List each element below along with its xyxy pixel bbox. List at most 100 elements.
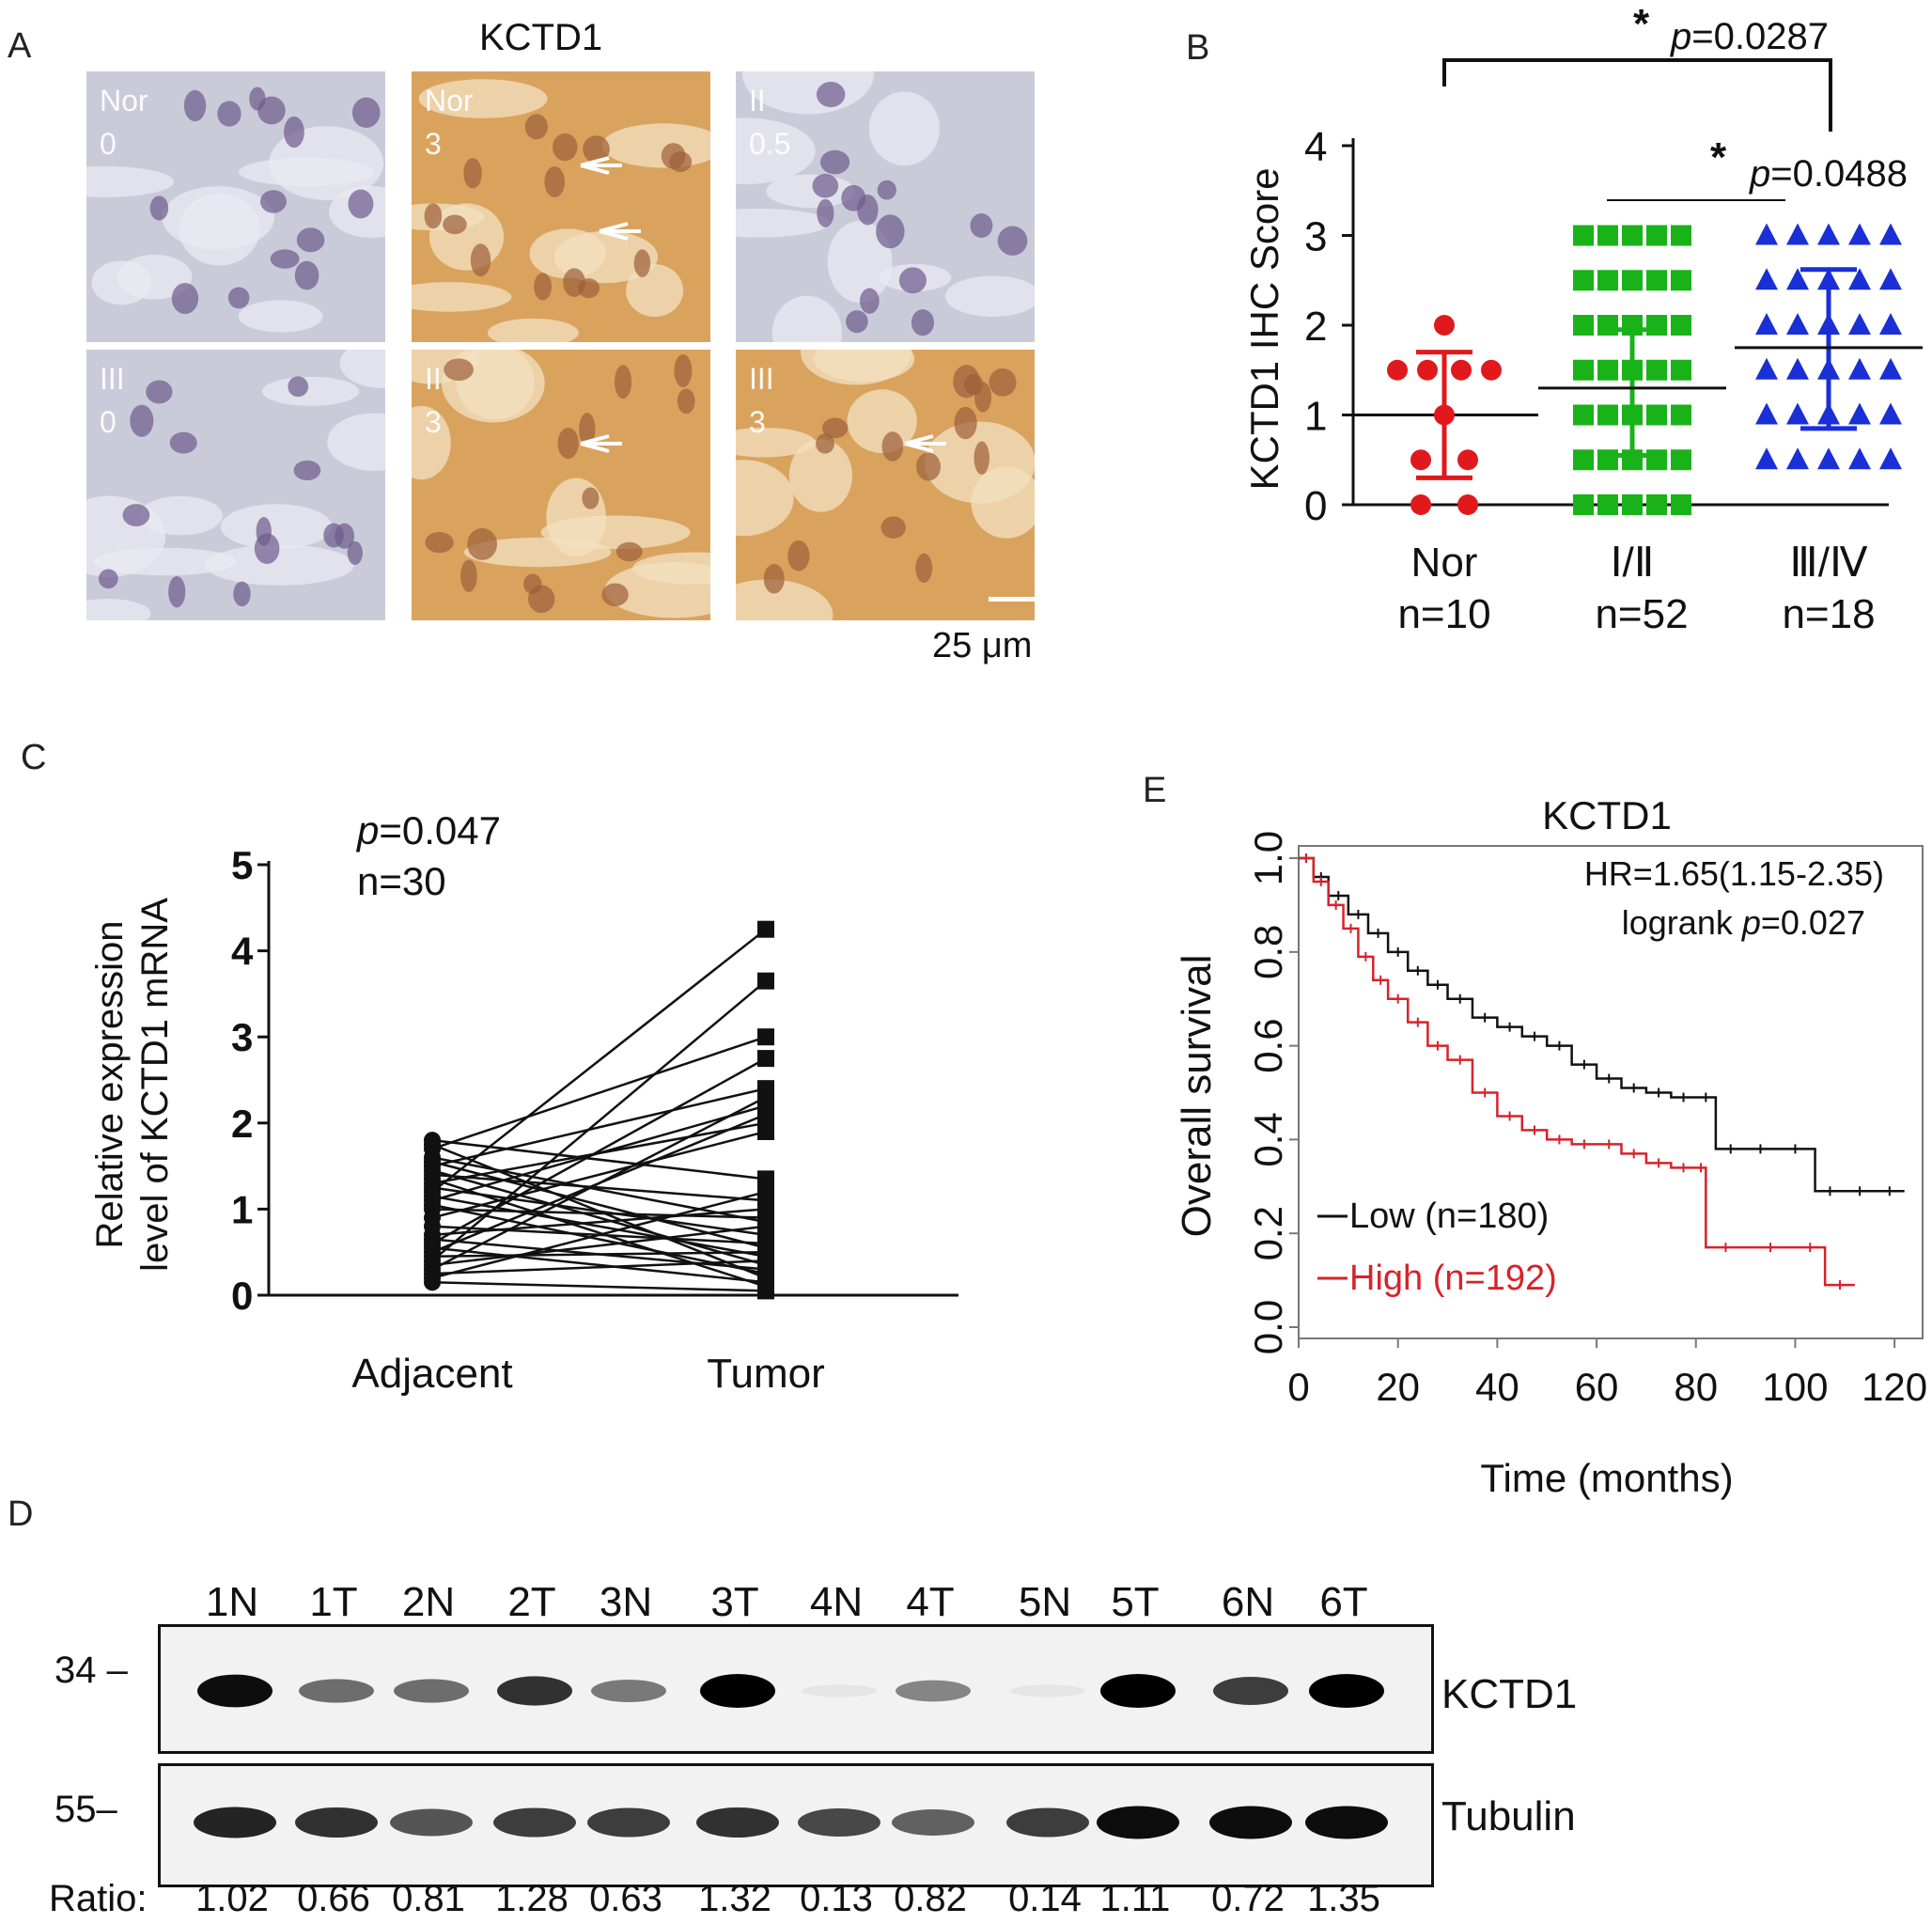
tissue-patch [741, 71, 875, 115]
significance-star: * [1633, 1, 1650, 47]
arrow-icon [580, 434, 622, 453]
pair-line [431, 1246, 767, 1284]
nucleus [614, 365, 632, 399]
lane-label: 2N [401, 1579, 456, 1625]
nucleus [257, 96, 286, 125]
tumor-point [757, 1028, 774, 1046]
tissue-patch [339, 350, 385, 388]
pair-line [431, 1156, 767, 1224]
data-point [1848, 402, 1871, 425]
data-point [1879, 268, 1902, 290]
nucleus [601, 583, 629, 607]
nucleus [615, 541, 643, 562]
lane-label: 6T [1319, 1579, 1368, 1625]
data-point [1671, 270, 1691, 291]
nucleus [880, 516, 906, 540]
tumor-point [757, 920, 774, 938]
y-tick-label: 0 [231, 1274, 253, 1318]
panel-e-letter: E [1143, 771, 1167, 810]
tissue-patch [632, 552, 710, 585]
arrow-icon [599, 222, 641, 241]
pair-line [431, 1203, 767, 1275]
nucleus [149, 196, 169, 221]
nucleus [915, 452, 942, 481]
data-point [1481, 359, 1502, 381]
significance-bracket [1442, 58, 1832, 132]
tubulin-band [194, 1807, 276, 1838]
p-value: =0.047 [379, 808, 501, 853]
lane-label: 3N [599, 1579, 653, 1625]
micrograph-grade-score: Nor 0 [100, 79, 148, 165]
scale-bar-label: 25 μm [932, 626, 1033, 665]
tissue-patch [487, 318, 579, 342]
y-axis-label: Relative expression level of KCTD1 mRNA [89, 898, 176, 1272]
tissue-patch [827, 220, 893, 304]
data-point [1817, 402, 1840, 425]
data-point [1573, 449, 1594, 471]
x-tick-label: Adjacent [351, 1351, 512, 1397]
nucleus [812, 173, 839, 198]
tissue-patch [412, 282, 512, 312]
data-point [1786, 357, 1809, 380]
nucleus [425, 531, 454, 554]
data-point [1622, 404, 1643, 426]
kctd1-band [1213, 1677, 1288, 1705]
data-point [1755, 223, 1778, 245]
pair-line [431, 1057, 767, 1245]
data-point [1848, 223, 1871, 245]
data-point [1622, 270, 1643, 291]
nucleus [293, 460, 321, 481]
nucleus [169, 431, 197, 454]
adjacent-point [424, 1135, 441, 1153]
x-tick-label: 120 [1862, 1365, 1927, 1409]
tissue-patch [238, 157, 374, 187]
ratio-value: 0.13 [800, 1878, 873, 1919]
micrograph-grade-score: III 0 [100, 357, 125, 444]
nucleus [544, 166, 566, 198]
data-point [1451, 359, 1472, 381]
kctd1-blot-label: KCTD1 [1441, 1671, 1578, 1717]
micrograph-tile: II 3 [412, 350, 710, 620]
lane-label: 5N [1018, 1579, 1072, 1625]
nucleus [347, 540, 363, 565]
data-point [1755, 313, 1778, 335]
data-point [1622, 449, 1643, 471]
tissue-patch [814, 350, 915, 383]
nucleus [467, 527, 498, 560]
pair-line [431, 1238, 767, 1271]
y-axis-label-line: level of KCTD1 mRNA [134, 898, 176, 1272]
kctd1-band [394, 1679, 469, 1703]
data-point [1671, 404, 1691, 426]
tubulin-band [295, 1807, 378, 1838]
nucleus [997, 226, 1028, 256]
nucleus [816, 81, 846, 108]
micrograph-score: 0 [100, 127, 117, 161]
nucleus [974, 441, 989, 475]
data-point [1417, 359, 1438, 381]
y-tick-label: 2 [1304, 304, 1327, 350]
survival-chart: 0 20 40 60 80 100 120 0.0 0.2 0.4 0.6 0.8 1.0 KCTD1 Ti… [1174, 793, 1927, 1500]
nucleus [217, 101, 242, 127]
tubulin-band [798, 1808, 880, 1837]
nucleus [122, 504, 150, 527]
nucleus [335, 523, 355, 549]
pair-line [431, 1121, 767, 1185]
nucleus [857, 194, 879, 226]
kctd1-band [299, 1679, 374, 1703]
p-value: =0.0488 [1770, 153, 1908, 195]
tissue-texture [86, 350, 385, 620]
tumor-point [757, 1170, 774, 1188]
pair-line [431, 1281, 767, 1292]
tubulin-blot [158, 1763, 1434, 1887]
data-point [1848, 447, 1871, 470]
data-point [1671, 225, 1691, 246]
nucleus [254, 533, 280, 564]
micrograph-score: 3 [425, 127, 442, 161]
tubulin-band [493, 1807, 576, 1838]
data-point [1410, 449, 1431, 471]
data-point [1457, 449, 1478, 471]
data-point [1671, 494, 1691, 515]
micrograph-grade: Nor [425, 84, 474, 117]
y-tick-label: 2 [231, 1102, 253, 1146]
data-point [1755, 447, 1778, 470]
